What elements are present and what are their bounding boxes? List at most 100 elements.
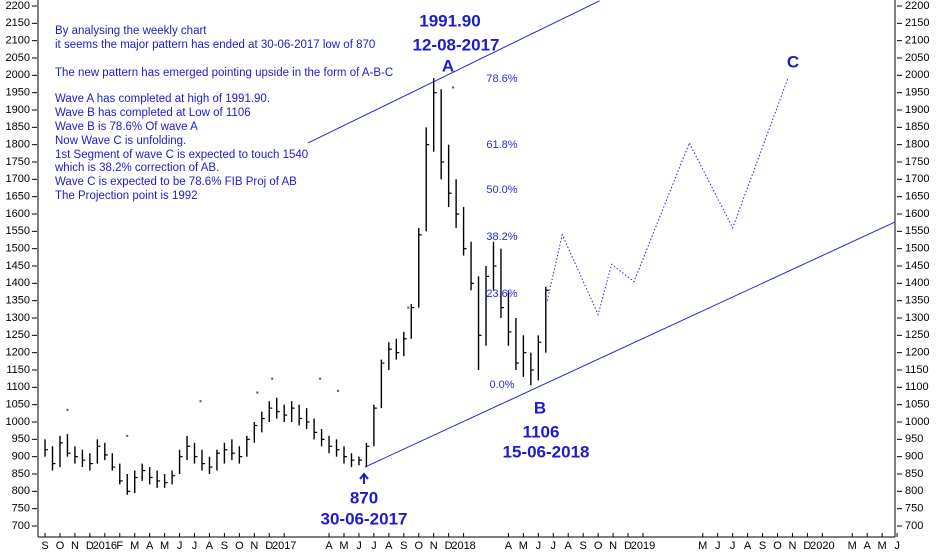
fib-label: 23.6% — [486, 288, 517, 300]
x-tick-label: S — [41, 540, 48, 552]
y-tick-label: 900 — [12, 451, 30, 463]
wave-c-label: C — [787, 52, 799, 71]
y-tick-label-right: 800 — [905, 485, 923, 497]
x-tick-label: A — [206, 540, 214, 552]
x-tick-label: 2020 — [810, 540, 834, 552]
x-tick-label: O — [414, 540, 423, 552]
y-tick-label: 2150 — [6, 17, 30, 29]
y-tick-label-right: 1900 — [905, 104, 929, 116]
y-tick-label-right: 1350 — [905, 295, 929, 307]
y-tick-label: 1350 — [6, 295, 30, 307]
trendline — [364, 221, 895, 468]
y-tick-label-right: 1450 — [905, 260, 929, 272]
x-tick-label: J — [894, 540, 900, 552]
x-tick-label: D — [86, 540, 94, 552]
x-tick-label: 2017 — [272, 540, 296, 552]
x-tick-label: A — [505, 540, 513, 552]
marker-dot — [66, 408, 69, 411]
y-tick-label-right: 1950 — [905, 87, 929, 99]
x-tick-label: S — [221, 540, 228, 552]
x-tick-label: J — [177, 540, 183, 552]
y-tick-label: 1200 — [6, 347, 30, 359]
x-tick-label: A — [146, 540, 154, 552]
x-tick-label: J — [371, 540, 377, 552]
note-line: Wave A has completed at high of 1991.90. — [55, 93, 270, 105]
y-tick-label: 950 — [12, 433, 30, 445]
x-tick-label: O — [773, 540, 782, 552]
x-tick-label: J — [730, 540, 736, 552]
y-tick-label: 1900 — [6, 104, 30, 116]
y-tick-label: 1750 — [6, 156, 30, 168]
marker-dot — [407, 306, 410, 309]
y-tick-label: 1450 — [6, 260, 30, 272]
marker-dot — [452, 86, 455, 89]
x-tick-label: M — [878, 540, 887, 552]
x-tick-label: O — [235, 540, 244, 552]
y-tick-label-right: 1000 — [905, 416, 929, 428]
wave-b-label: B — [534, 398, 546, 417]
y-tick-label-right: 900 — [905, 451, 923, 463]
y-tick-label-right: 1250 — [905, 329, 929, 341]
x-tick-label: 2018 — [451, 540, 475, 552]
y-tick-label-right: 1750 — [905, 156, 929, 168]
x-tick-label: N — [430, 540, 438, 552]
fib-label: 78.6% — [486, 73, 517, 85]
marker-dot — [271, 377, 274, 380]
plot-area — [44, 0, 895, 495]
x-tick-label: M — [160, 540, 169, 552]
x-tick-label: J — [715, 540, 721, 552]
y-tick-label-right: 1700 — [905, 173, 929, 185]
y-tick-label-right: 1550 — [905, 225, 929, 237]
fib-label: 38.2% — [486, 231, 517, 243]
x-tick-label: F — [116, 540, 123, 552]
y-tick-label: 750 — [12, 503, 30, 515]
x-tick-label: A — [744, 540, 752, 552]
y-tick-label: 2000 — [6, 69, 30, 81]
x-tick-label: J — [356, 540, 362, 552]
x-tick-label: M — [130, 540, 139, 552]
y-tick-label-right: 1850 — [905, 121, 929, 133]
y-tick-label-right: 2150 — [905, 17, 929, 29]
y-tick-label-right: 950 — [905, 433, 923, 445]
x-tick-label: J — [551, 540, 557, 552]
y-tick-label-right: 2200 — [905, 0, 929, 12]
y-tick-label-right: 1400 — [905, 277, 929, 289]
y-tick-label-right: 1800 — [905, 139, 929, 151]
y-tick-label-right: 1300 — [905, 312, 929, 324]
x-tick-label: A — [864, 540, 872, 552]
y-tick-label: 1300 — [6, 312, 30, 324]
b-date: 15-06-2018 — [503, 442, 590, 461]
arrow — [359, 472, 369, 484]
x-tick-label: S — [580, 540, 587, 552]
y-tick-label-right: 1100 — [905, 381, 929, 393]
y-tick-label: 1000 — [6, 416, 30, 428]
y-tick-label: 1100 — [6, 381, 30, 393]
y-tick-label-right: 2100 — [905, 35, 929, 47]
fib-label: 0.0% — [489, 379, 514, 391]
y-tick-label: 2100 — [6, 35, 30, 47]
x-tick-label: O — [56, 540, 65, 552]
y-tick-label-right: 1500 — [905, 243, 929, 255]
x-tick-label: D — [624, 540, 632, 552]
x-tick-label: N — [71, 540, 79, 552]
y-tick-label-right: 1600 — [905, 208, 929, 220]
y-tick-label: 1700 — [6, 173, 30, 185]
start-price: 870 — [350, 488, 378, 507]
x-tick-label: S — [400, 540, 407, 552]
note-line: which is 38.2% correction of AB. — [54, 162, 219, 174]
marker-dot — [319, 377, 322, 380]
y-tick-label-right: 2050 — [905, 52, 929, 64]
x-tick-label: D — [803, 540, 811, 552]
x-tick-label: 2016 — [93, 540, 117, 552]
note-line: Now Wave C is unfolding. — [55, 135, 186, 147]
note-line: The new pattern has emerged pointing ups… — [55, 67, 393, 79]
marker-dot — [126, 434, 129, 437]
y-tick-label-right: 750 — [905, 503, 923, 515]
x-tick-label: M — [339, 540, 348, 552]
peak-price: 1991.90 — [419, 11, 480, 30]
note-line: it seems the major pattern has ended at … — [55, 39, 375, 51]
y-tick-label: 1800 — [6, 139, 30, 151]
y-tick-label: 2050 — [6, 52, 30, 64]
start-date: 30-06-2017 — [321, 509, 408, 528]
